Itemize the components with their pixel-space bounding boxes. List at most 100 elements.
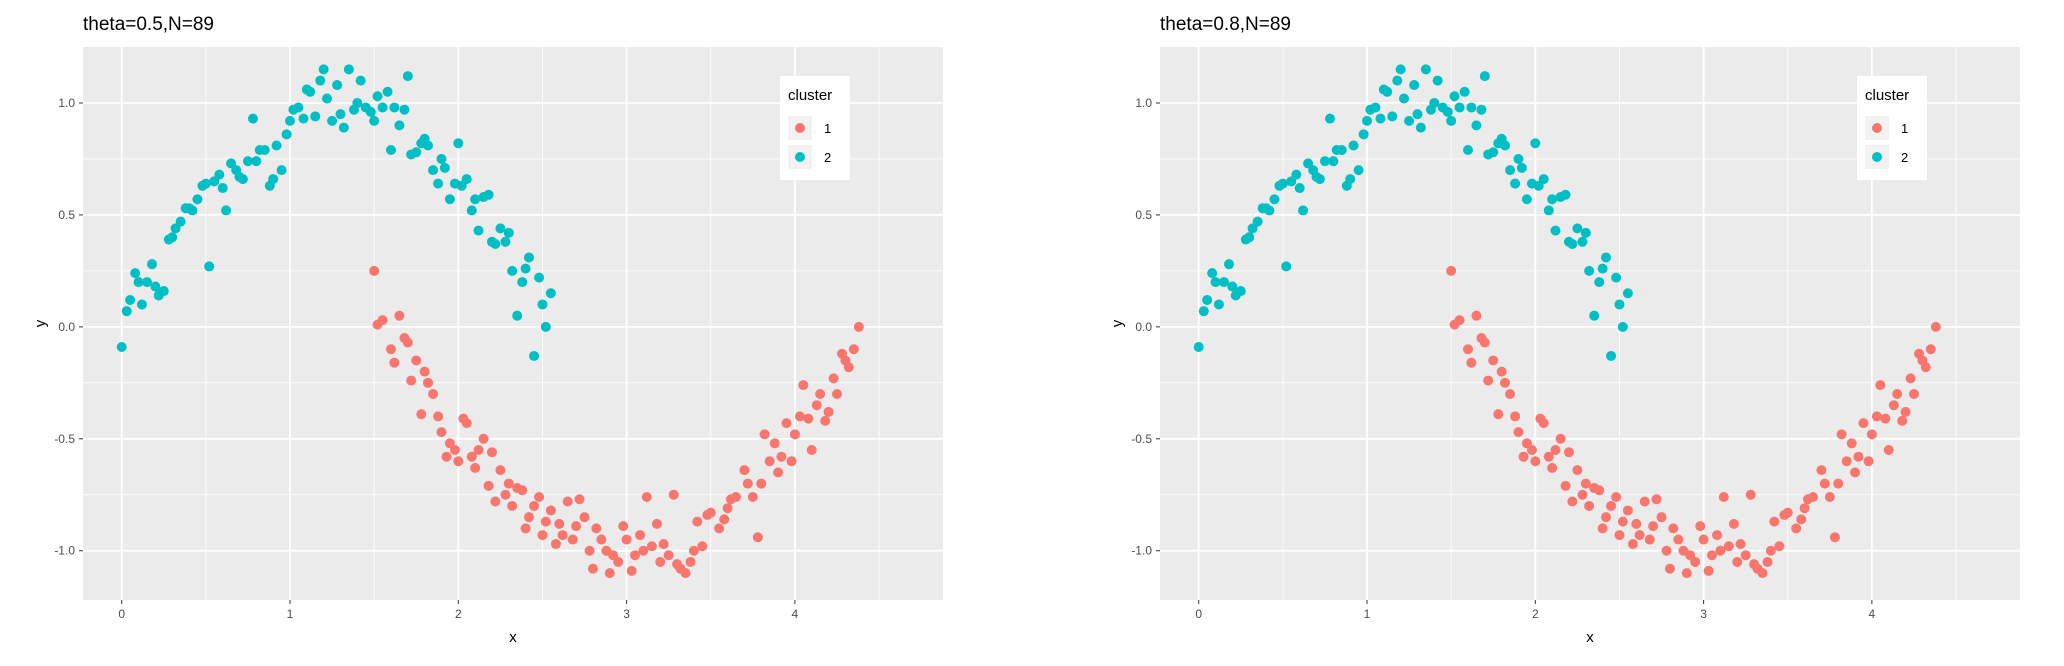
data-point: [298, 113, 309, 124]
data-point: [1224, 259, 1235, 270]
data-point: [1796, 514, 1807, 525]
data-point: [517, 277, 528, 288]
data-point: [1550, 225, 1561, 236]
data-point: [399, 104, 410, 115]
legend-label: 2: [824, 150, 831, 165]
data-point: [461, 418, 472, 429]
data-point: [343, 64, 354, 75]
data-point: [389, 102, 400, 113]
data-point: [1880, 413, 1891, 424]
data-point: [444, 194, 455, 205]
data-point: [470, 194, 481, 205]
data-point: [1668, 523, 1679, 534]
data-point: [221, 205, 232, 216]
data-point: [1404, 115, 1415, 126]
data-point: [1577, 236, 1588, 247]
data-point: [537, 299, 548, 310]
data-point: [523, 512, 534, 523]
y-axis-title: y: [1109, 319, 1126, 327]
data-point: [529, 500, 540, 511]
series-cluster-1: [1446, 265, 1941, 579]
data-point: [1555, 433, 1566, 444]
data-point: [507, 500, 518, 511]
data-point: [1858, 418, 1869, 429]
data-point: [1471, 310, 1482, 321]
data-point: [214, 169, 225, 180]
data-point: [1622, 505, 1633, 516]
data-point: [1345, 174, 1356, 185]
data-point: [1530, 138, 1541, 149]
data-point: [141, 277, 152, 288]
data-point: [217, 183, 228, 194]
data-point: [1712, 530, 1723, 541]
data-point: [335, 109, 346, 120]
data-point: [1819, 478, 1830, 489]
data-point: [1513, 427, 1524, 438]
data-point: [1622, 288, 1633, 299]
data-point: [167, 232, 178, 243]
data-point: [1500, 140, 1511, 151]
data-point: [705, 507, 716, 518]
data-point: [1298, 205, 1309, 216]
data-point: [1446, 265, 1457, 276]
data-point: [1415, 122, 1426, 133]
y-tick-label: -1.0: [54, 544, 75, 558]
data-point: [1572, 465, 1583, 476]
data-point: [271, 140, 282, 151]
data-point: [587, 563, 598, 574]
data-point: [1728, 518, 1739, 529]
data-point: [641, 492, 652, 503]
data-point: [1577, 489, 1588, 500]
data-point: [436, 153, 447, 164]
legend-key-dot: [1872, 123, 1882, 133]
data-point: [1765, 545, 1776, 556]
data-point: [1900, 406, 1911, 417]
data-point: [402, 71, 413, 82]
data-point: [130, 268, 141, 279]
data-point: [853, 321, 864, 332]
data-point: [794, 411, 805, 422]
data-point: [1479, 337, 1490, 348]
data-point: [1358, 129, 1369, 140]
y-tick-label: 1.0: [58, 96, 75, 110]
data-point: [1631, 518, 1642, 529]
data-point: [626, 565, 637, 576]
data-point: [1597, 263, 1608, 274]
data-point: [1594, 485, 1605, 496]
data-point: [1816, 465, 1827, 476]
legend: cluster 1 2: [1857, 76, 1927, 180]
data-point: [285, 115, 296, 126]
data-point: [1530, 456, 1541, 467]
data-point: [1269, 194, 1280, 205]
x-tick-label: 3: [623, 607, 630, 621]
data-point: [1518, 451, 1529, 462]
data-point: [1611, 492, 1622, 503]
data-point: [453, 138, 464, 149]
data-point: [1580, 478, 1591, 489]
data-point: [453, 456, 464, 467]
data-point: [1235, 286, 1246, 297]
data-point: [1824, 492, 1835, 503]
data-point: [1547, 462, 1558, 473]
data-point: [1707, 550, 1718, 561]
data-point: [327, 115, 338, 126]
data-point: [500, 236, 511, 247]
data-point: [385, 344, 396, 355]
data-point: [1892, 389, 1903, 400]
data-point: [237, 174, 248, 185]
data-point: [478, 433, 489, 444]
data-point: [1871, 411, 1882, 422]
data-point: [416, 409, 427, 420]
data-point: [646, 541, 657, 552]
data-point: [200, 178, 211, 189]
legend-label: 1: [1901, 121, 1908, 136]
data-point: [1908, 389, 1919, 400]
data-point: [1510, 178, 1521, 189]
data-point: [786, 456, 797, 467]
data-point: [1597, 523, 1608, 534]
data-point: [136, 299, 147, 310]
data-point: [685, 556, 696, 567]
data-point: [1392, 75, 1403, 86]
legend-title: cluster: [788, 87, 832, 104]
data-point: [557, 530, 568, 541]
